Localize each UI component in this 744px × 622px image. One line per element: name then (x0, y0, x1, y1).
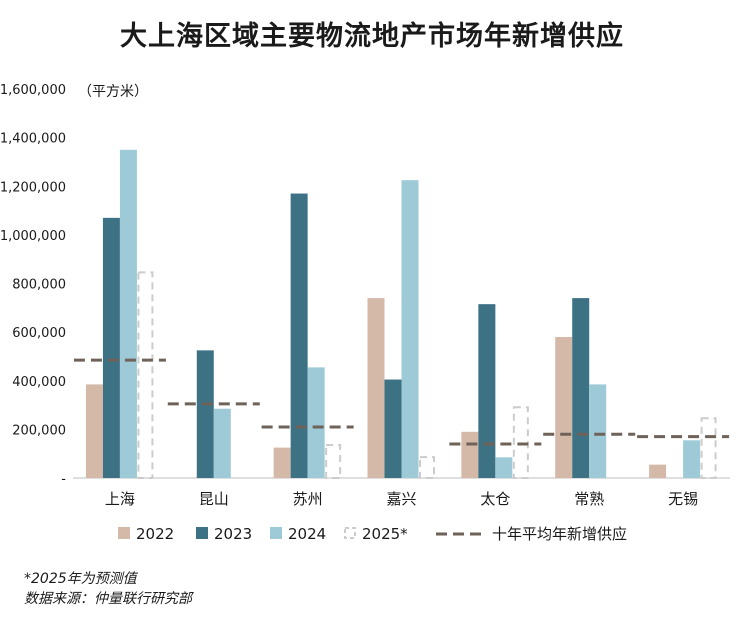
y-axis-unit-label: （平方米） (78, 84, 148, 100)
y-tick-label: 1,000,000 (0, 229, 66, 244)
bar-2022 (649, 464, 667, 478)
legend: 2022 2023 2024 2025* 十年平均年新增供应 (118, 525, 627, 543)
average-lines (73, 358, 730, 446)
chart-title: 大上海区域主要物流地产市场年新增供应 (120, 21, 624, 52)
legend-label: 2024 (288, 525, 326, 543)
forecast-footnote: *2025年为预测值 (24, 571, 137, 587)
axes: - 200,000 400,000 600,000 800,000 1,000,000 1,… (0, 83, 730, 508)
y-tick-label: 1,600,000 (0, 83, 66, 98)
legend-label: 2025* (362, 525, 408, 543)
bar-2023 (290, 193, 308, 478)
legend-swatch-2023 (196, 527, 208, 539)
x-tick-label: 无锡 (668, 490, 698, 508)
bar-2023 (102, 217, 120, 478)
y-tick-label: 600,000 (12, 326, 66, 341)
bar-2023 (384, 379, 402, 478)
y-tick-label: 400,000 (12, 375, 66, 390)
bar-2022 (461, 431, 479, 478)
y-tick-label: 1,400,000 (0, 132, 66, 147)
legend-label: 十年平均年新增供应 (492, 525, 627, 543)
bar-2024 (119, 149, 137, 478)
bar-2023 (572, 298, 590, 478)
y-tick-label: 800,000 (12, 278, 66, 293)
bar-2024 (213, 408, 231, 478)
bar-2024 (495, 457, 513, 478)
bar-2025-forecast (137, 271, 154, 479)
bar-2024 (307, 367, 325, 478)
x-tick-label: 太仓 (480, 490, 510, 508)
bar-2025-forecast (325, 443, 342, 479)
bars (85, 149, 717, 480)
bar-2022 (555, 336, 573, 478)
y-tick-label: 1,200,000 (0, 180, 66, 195)
x-tick-label: 苏州 (293, 490, 323, 508)
y-tick-label: - (61, 472, 66, 487)
bar-2023 (196, 350, 214, 478)
y-tick-label: 200,000 (12, 423, 66, 438)
bar-2023 (478, 304, 496, 478)
legend-swatch-2022 (118, 527, 130, 539)
bar-2022 (367, 298, 385, 478)
bar-2025-forecast (700, 417, 717, 479)
legend-label: 2023 (214, 525, 252, 543)
bar-2024 (589, 384, 607, 478)
bar-2024 (401, 180, 419, 478)
legend-swatch-2025-forecast (344, 527, 356, 539)
bar-2025-forecast (419, 456, 435, 479)
bar-2022 (273, 447, 291, 478)
source-footnote: 数据来源：仲量联行研究部 (24, 591, 192, 607)
x-tick-label: 嘉兴 (386, 490, 416, 508)
legend-label: 2022 (136, 525, 174, 543)
x-tick-label: 昆山 (199, 490, 229, 508)
x-tick-label: 常熟 (574, 490, 604, 508)
bar-2022 (85, 384, 103, 478)
x-tick-label: 上海 (105, 490, 135, 508)
bar-2024 (683, 440, 701, 478)
legend-swatch-2024 (270, 527, 282, 539)
